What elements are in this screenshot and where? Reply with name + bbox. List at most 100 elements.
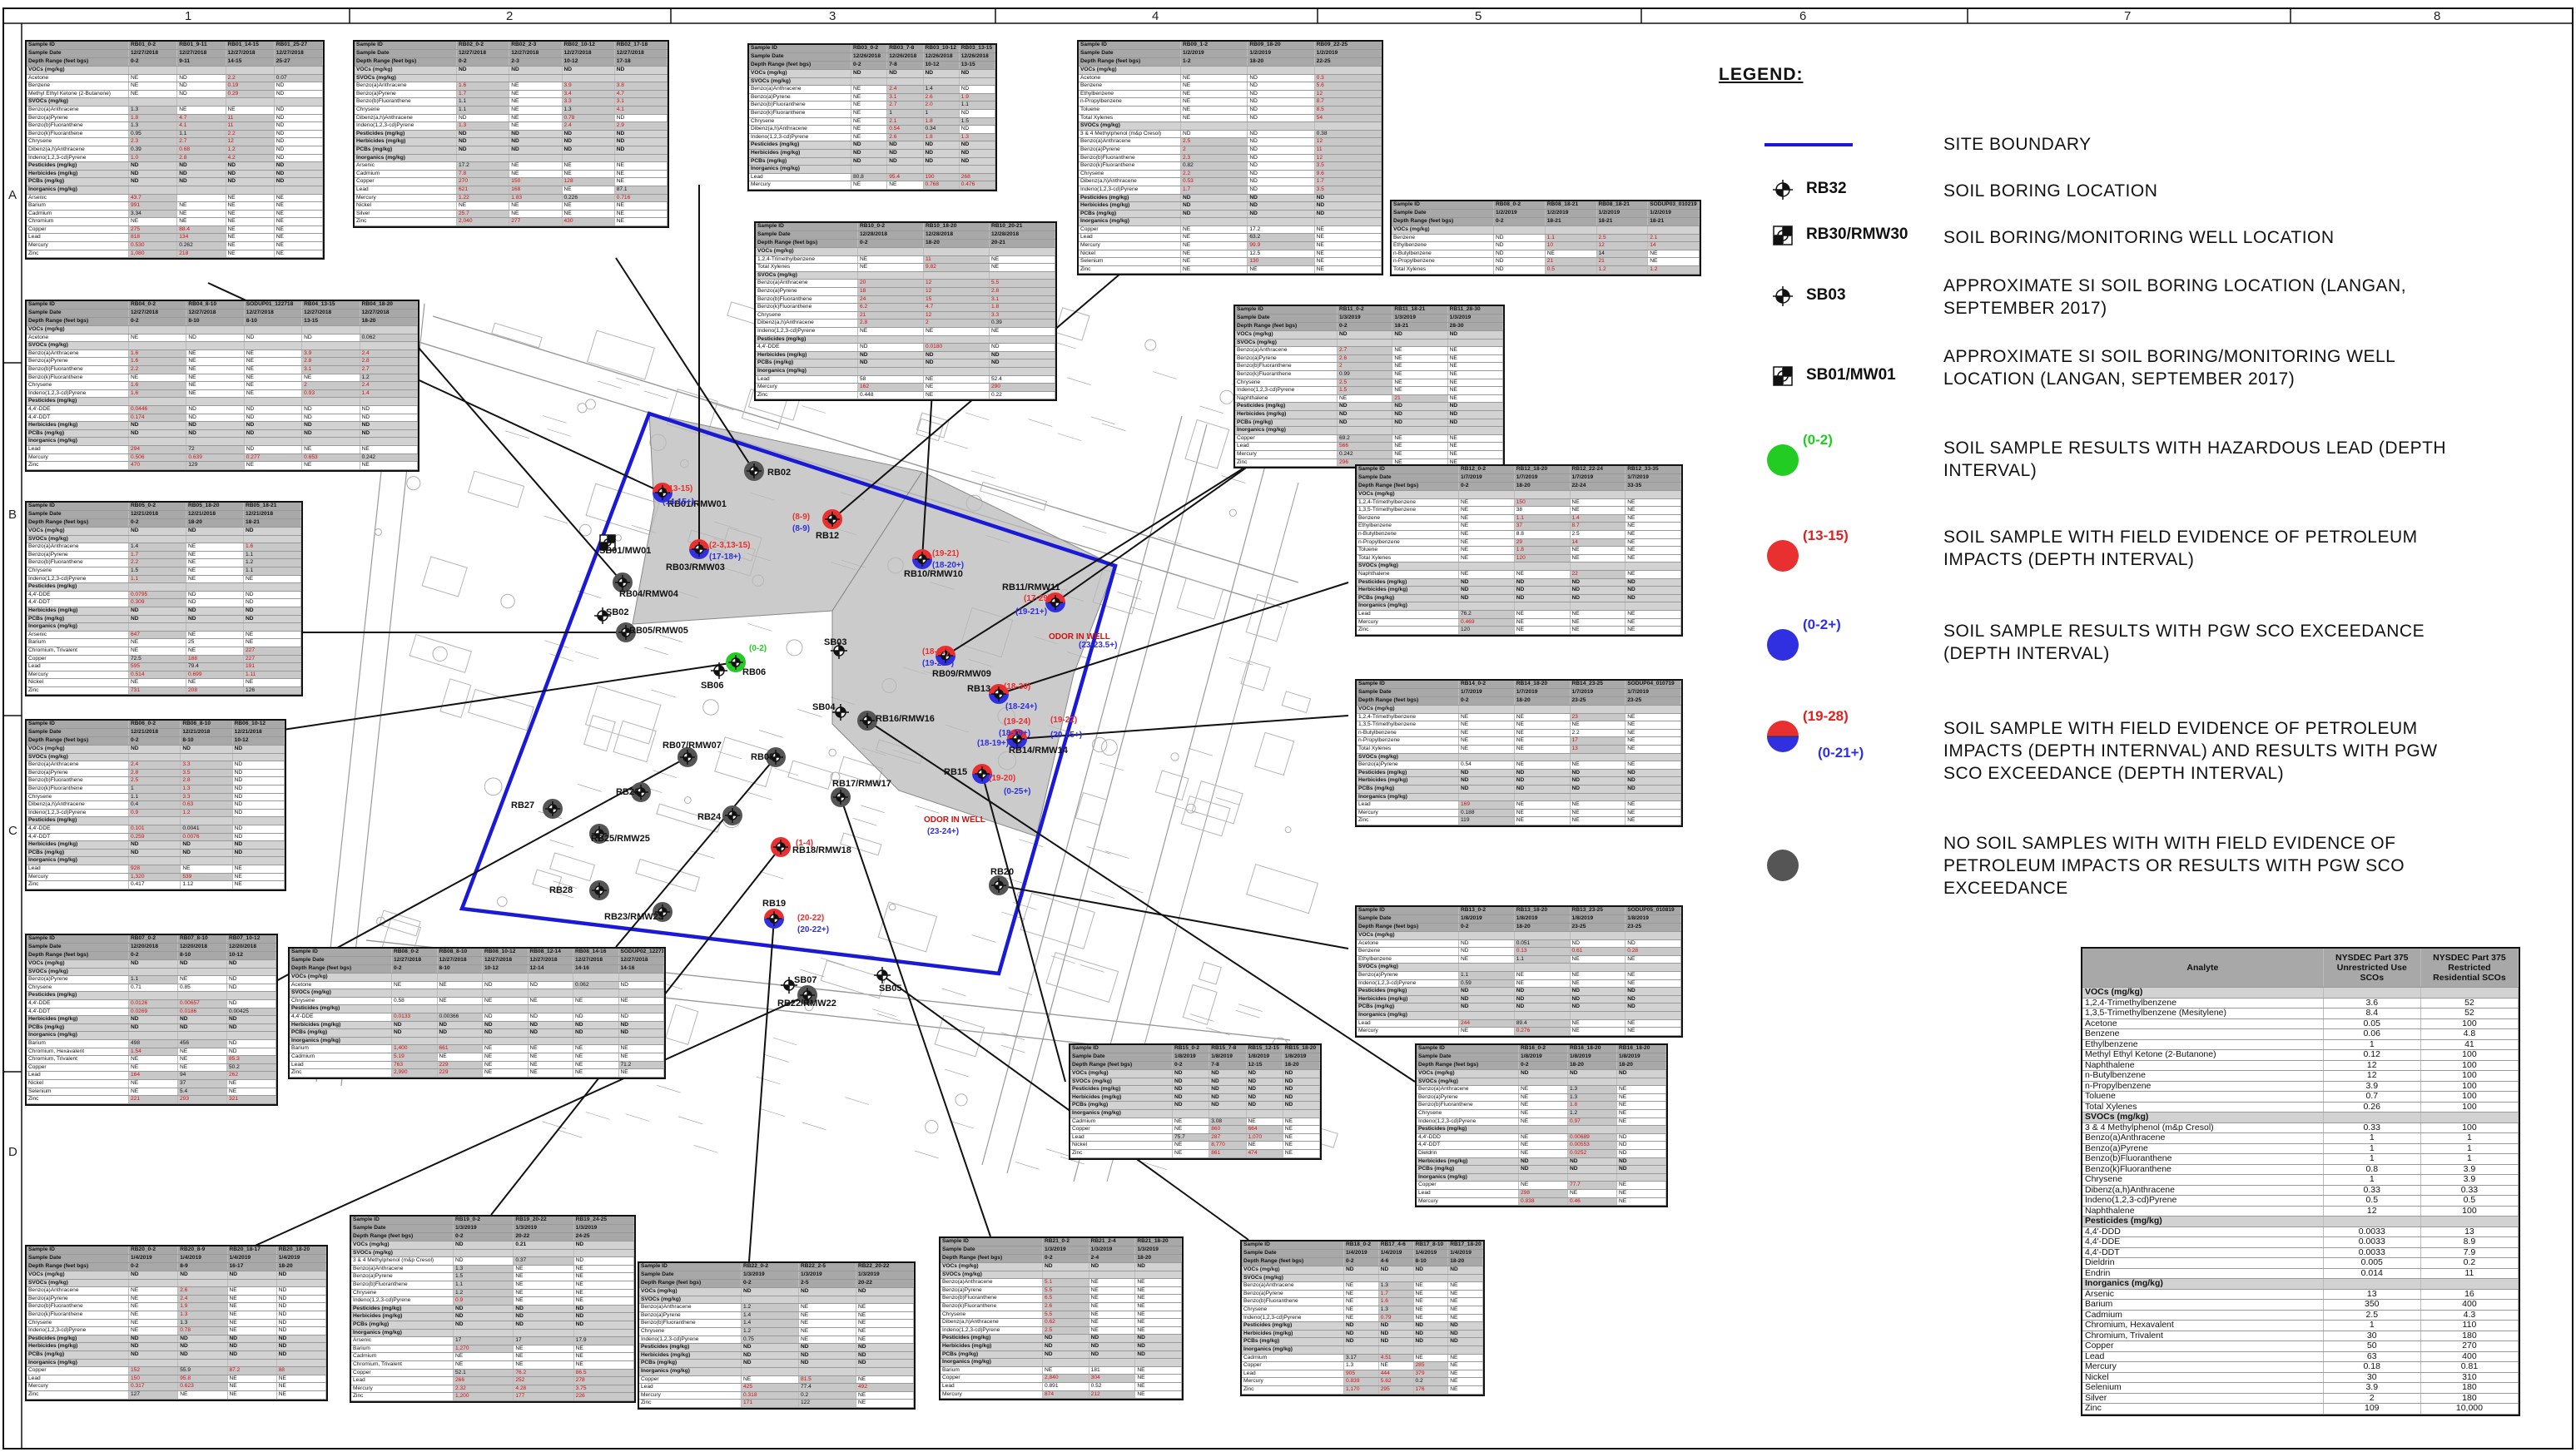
table-cell: RB08_8-10 (437, 949, 483, 957)
table-cell: RB06_10-12 (232, 721, 284, 729)
map-label-rb17-rmw17: RB17/RMW17 (832, 779, 891, 789)
table-cell: 1.1 (1514, 514, 1570, 523)
table-cell: ND (1043, 1350, 1089, 1359)
table-cell: 1.7 (1181, 186, 1248, 194)
table-row-label: Benzo(a)Anthracene (351, 1265, 454, 1273)
table-cell (1413, 1345, 1448, 1354)
table-cell (276, 1279, 325, 1287)
table-cell: ND (1570, 594, 1626, 602)
table-cell (1246, 1109, 1283, 1117)
table-cell: ND (454, 1305, 514, 1313)
table-cell: NE (1626, 627, 1681, 635)
table-cell: NE (274, 225, 322, 234)
table-row-label: n-Propylbenzene (1079, 98, 1181, 107)
table-cell: ND (1392, 410, 1447, 419)
table-cell: 18-20 (924, 240, 990, 248)
table-row-label: PCBs (mg/kg) (1357, 1004, 1459, 1012)
depth-label: (23-23.5+) (1079, 641, 1117, 650)
table-cell: ND (1626, 939, 1681, 948)
table-cell (1459, 491, 1515, 499)
table-cell: 28-30 (1447, 323, 1502, 331)
table-cell: 0.75 (742, 1336, 799, 1344)
table-cell (1514, 964, 1570, 972)
table-cell (177, 186, 226, 194)
table-cell: ND (573, 1313, 633, 1321)
table-cell (1338, 339, 1392, 347)
sco-value: 0.014 (2323, 1268, 2420, 1279)
map-label-sb04: SB04 (812, 702, 836, 712)
table-row-label: Pesticides (mg/kg) (1235, 403, 1338, 411)
table-cell: 2.7 (887, 102, 923, 110)
table-cell: NE (226, 210, 274, 218)
table-cell: NE (573, 1360, 633, 1369)
table-cell: NE (1459, 745, 1515, 753)
table-cell: 4.7 (177, 114, 226, 122)
table-row-label: 1,2,4-Trimethylbenzene (1357, 498, 1459, 507)
table-cell: NE (129, 647, 186, 655)
sample-data-table: Sample ID RB06_0-2 RB06_8-10 RB06_10-12 Samp… (25, 719, 286, 891)
table-cell: 4.7 (924, 304, 990, 312)
table-row-label: Chrysene (27, 138, 129, 146)
table-cell: NE (851, 109, 887, 117)
table-cell: ND (178, 1271, 227, 1280)
table-cell: NE (528, 997, 573, 1005)
table-cell: NE (1617, 1182, 1666, 1190)
sco-value: 52 (2420, 998, 2518, 1008)
table-cell: NE (1413, 1314, 1448, 1322)
table-row-label: Benzo(a)Pyrene (355, 90, 457, 98)
table-cell: 52.1 (454, 1369, 514, 1377)
table-row-label: Benzo(a)Anthracene (1079, 138, 1181, 146)
table-cell (129, 326, 186, 335)
table-cell: NE (858, 255, 924, 264)
table-cell: ND (959, 70, 995, 78)
table-cell: NE (1392, 363, 1447, 371)
table-cell: 1/3/2019 (742, 1271, 799, 1280)
table-row-label: Pesticides (mg/kg) (27, 583, 129, 592)
table-row-label: Pesticides (mg/kg) (27, 817, 129, 825)
table-cell: RB22_20-22 (856, 1263, 914, 1271)
table-cell: NE (799, 1327, 856, 1336)
table-cell: NE (244, 389, 301, 398)
table-cell: ND (1568, 1157, 1617, 1166)
table-cell (1459, 562, 1515, 571)
table-row-label: Indeno(1,2,3-cd)Pyrene (941, 1326, 1043, 1335)
sco-analyte: Copper (2082, 1341, 2323, 1352)
table-cell: NE (178, 1056, 227, 1064)
table-row-label: Lead (27, 445, 129, 453)
table-cell: 2.5 (1181, 138, 1248, 146)
table-cell: 3.1 (614, 98, 667, 107)
table-cell: ND (483, 1029, 529, 1038)
table-cell: 2.0 (923, 102, 959, 110)
table-cell (1514, 1011, 1570, 1019)
table-cell: 4.1 (614, 106, 667, 114)
grid-row-d: D (8, 1145, 17, 1159)
table-cell: ND (1344, 1338, 1379, 1346)
table-cell: NE (226, 250, 274, 258)
table-cell: NE (1570, 1028, 1626, 1036)
table-cell: NE (1392, 370, 1447, 379)
sco-analyte: 3 & 4 Methylphenol (m&p Cresol) (2082, 1122, 2323, 1133)
table-cell: 1.1 (129, 575, 186, 583)
table-cell: NE (1448, 1385, 1483, 1394)
table-row-label: Inorganics (mg/kg) (27, 623, 129, 632)
table-cell: RB06_8-10 (181, 721, 232, 729)
table-cell (244, 535, 301, 543)
table-cell: SODUP04_010719 (1626, 681, 1681, 689)
table-cell: 1/3/2019 (1392, 315, 1447, 323)
table-cell: SODUP03_010219 (1648, 201, 1700, 210)
table-row-label: Benzene (1357, 948, 1459, 956)
table-row-label: Indeno(1,2,3-cd)Pyrene (1357, 979, 1459, 988)
table-row-label: VOCs (mg/kg) (1235, 331, 1338, 339)
table-cell: NE (1626, 1019, 1681, 1028)
marker-sb05 (874, 967, 891, 984)
table-cell (856, 1296, 914, 1304)
table-row-label: Indeno(1,2,3-cd)Pyrene (639, 1336, 742, 1344)
table-cell: ND (302, 414, 360, 422)
sco-value: 41 (2420, 1039, 2518, 1050)
table-cell: ND (1246, 1102, 1283, 1110)
table-cell: 1/3/2019 (1043, 1246, 1089, 1255)
table-cell: NE (924, 391, 990, 399)
table-cell: NE (509, 98, 562, 107)
table-cell: ND (573, 1021, 619, 1029)
